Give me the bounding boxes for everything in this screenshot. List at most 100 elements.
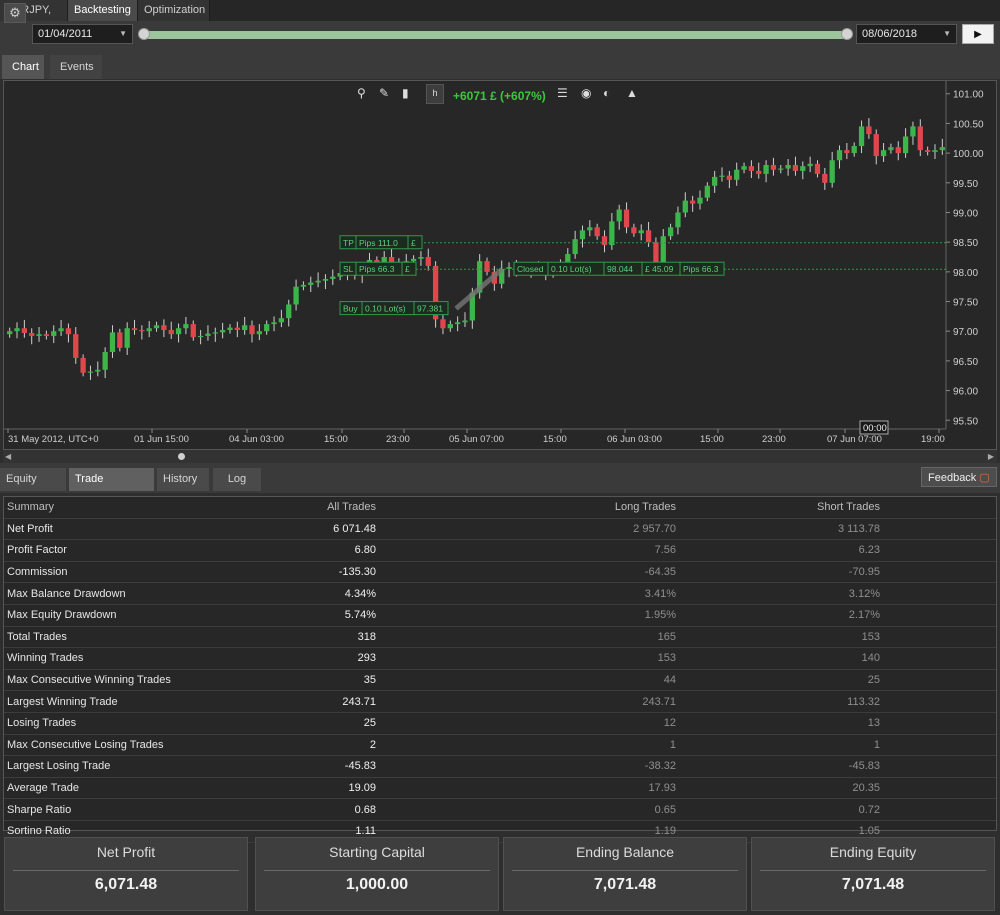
y-tick-label: 100.00: [953, 149, 984, 160]
chevron-down-icon: ▼: [119, 29, 127, 38]
stat-value: 140: [676, 647, 996, 670]
tab-chart[interactable]: Chart: [2, 55, 44, 79]
candle-body: [183, 324, 189, 329]
buy-tag-box: [413, 301, 449, 316]
candle-body: [572, 239, 578, 255]
zoom-icon[interactable]: ⚲: [357, 86, 366, 100]
y-tick-label: 96.00: [953, 387, 978, 398]
card-title: Ending Balance: [575, 844, 675, 860]
tab-optimization[interactable]: Optimization: [138, 0, 210, 21]
stat-value: 2: [194, 734, 506, 757]
chart-type-icon[interactable]: ▮: [402, 86, 409, 100]
candle-body: [763, 164, 769, 174]
x-tick-label: 15:00: [324, 434, 348, 445]
tab-equity-chart[interactable]: Equity Chart: [0, 468, 66, 508]
candle-body: [168, 330, 174, 335]
table-row: Profit Factor 6.80 7.56 6.23: [4, 539, 996, 562]
candle-body: [924, 150, 931, 152]
stat-value: -70.95: [676, 561, 996, 584]
scroll-left-icon[interactable]: ◀: [5, 452, 12, 461]
settings-gear-icon[interactable]: ⚙: [4, 3, 26, 23]
candle-body: [43, 334, 50, 336]
stat-value: -135.30: [194, 561, 506, 584]
range-end-handle[interactable]: [841, 28, 853, 40]
start-date-picker[interactable]: 01/04/2011 ▼: [32, 24, 133, 44]
stat-value: 20.35: [676, 777, 996, 800]
facebook-icon[interactable]: ◉: [581, 86, 592, 100]
y-tick-label: 101.00: [953, 90, 984, 101]
table-row: Net Profit 6 071.48 2 957.70 3 113.78: [4, 518, 996, 541]
candle-body: [895, 147, 901, 154]
card-title: Ending Equity: [829, 844, 917, 860]
candle-body: [506, 267, 512, 269]
candle-body: [866, 126, 872, 135]
table-row: Losing Trades 25 12 13: [4, 712, 996, 735]
scroll-right-icon[interactable]: ▶: [987, 452, 994, 461]
feedback-button[interactable]: Feedback ▢: [921, 467, 997, 487]
tp-tag-box: [407, 235, 423, 250]
candle-body: [80, 357, 86, 373]
candle-body: [858, 126, 865, 146]
stat-label: Winning Trades: [4, 647, 194, 670]
candle-body: [454, 322, 461, 325]
end-date-value: 08/06/2018: [862, 28, 918, 40]
stat-label: Losing Trades: [4, 712, 194, 735]
stat-value: 1: [676, 734, 996, 757]
chart-scrollbar[interactable]: ◀ ▶: [3, 450, 997, 463]
candle-body: [286, 304, 292, 319]
chart-canvas[interactable]: 101.00 100.50 100.00 99.50 99.00 98.50 98.00 97…: [4, 81, 996, 449]
tab-trade-statistics[interactable]: Trade Statistics: [69, 468, 154, 508]
candle-body: [741, 166, 747, 170]
candle-body: [322, 278, 329, 281]
closed-tag-text: £ 45.09: [645, 264, 674, 274]
checklist-icon[interactable]: ☰: [557, 86, 568, 100]
stat-value: 17.93: [506, 777, 676, 800]
candle-body: [65, 328, 72, 335]
end-date-picker[interactable]: 08/06/2018 ▼: [856, 24, 957, 44]
candle-body: [609, 221, 615, 246]
date-range-slider[interactable]: [144, 31, 848, 39]
candle-body: [227, 327, 233, 331]
scroll-thumb[interactable]: [178, 453, 185, 460]
tab-log[interactable]: Log: [213, 468, 261, 491]
stat-value: 3 113.78: [676, 518, 996, 541]
candle-body: [447, 324, 453, 329]
candle-body: [95, 369, 101, 372]
column-header: Short Trades: [676, 497, 996, 519]
candle-body: [242, 325, 248, 331]
candle-body: [131, 328, 138, 331]
share-icon[interactable]: ◐: [603, 86, 611, 100]
user-icon[interactable]: ▲: [626, 86, 638, 100]
stat-value: 19.09: [194, 777, 506, 800]
candle-body: [109, 332, 116, 352]
price-chart[interactable]: 101.00 100.50 100.00 99.50 99.00 98.50 98.00 97…: [3, 80, 997, 450]
stat-value: 0.72: [676, 798, 996, 821]
candle-body: [645, 230, 652, 243]
tab-backtesting[interactable]: Backtesting: [68, 0, 138, 21]
x-tick-label: 06 Jun 03:00: [607, 434, 662, 445]
ending-balance-card: Ending Balance 7,071.48: [503, 837, 747, 911]
candle-body: [579, 230, 586, 240]
candle-body: [873, 134, 879, 157]
tab-events[interactable]: Events: [50, 55, 102, 79]
draw-tools-icon[interactable]: ✎: [379, 86, 390, 100]
candle-body: [785, 164, 791, 169]
stat-value: 153: [506, 647, 676, 670]
candle-body: [748, 166, 755, 171]
tab-history[interactable]: History: [157, 468, 209, 491]
candle-body: [587, 227, 593, 231]
card-value: 1,000.00: [345, 876, 409, 893]
x-tick-label: 23:00: [386, 434, 410, 445]
tp-tag-text: Pips 111.0: [359, 238, 398, 248]
y-tick-label: 95.50: [953, 416, 978, 427]
stat-value: -38.32: [506, 755, 676, 778]
timeframe-button[interactable]: h: [426, 84, 444, 104]
closed-tag-box: [679, 261, 725, 276]
range-start-handle[interactable]: [138, 28, 150, 40]
candle-body: [249, 325, 255, 335]
stat-value: 5.74%: [194, 604, 506, 627]
tp-tag-text: TP: [343, 238, 354, 248]
play-button[interactable]: ▶: [962, 24, 994, 44]
candle-body: [58, 328, 64, 332]
table-row: Max Equity Drawdown 5.74% 1.95% 2.17%: [4, 604, 996, 627]
